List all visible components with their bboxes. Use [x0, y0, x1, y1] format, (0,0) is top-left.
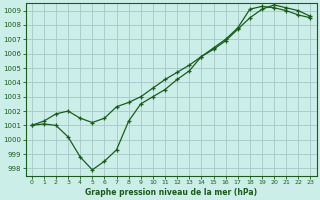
X-axis label: Graphe pression niveau de la mer (hPa): Graphe pression niveau de la mer (hPa): [85, 188, 257, 197]
